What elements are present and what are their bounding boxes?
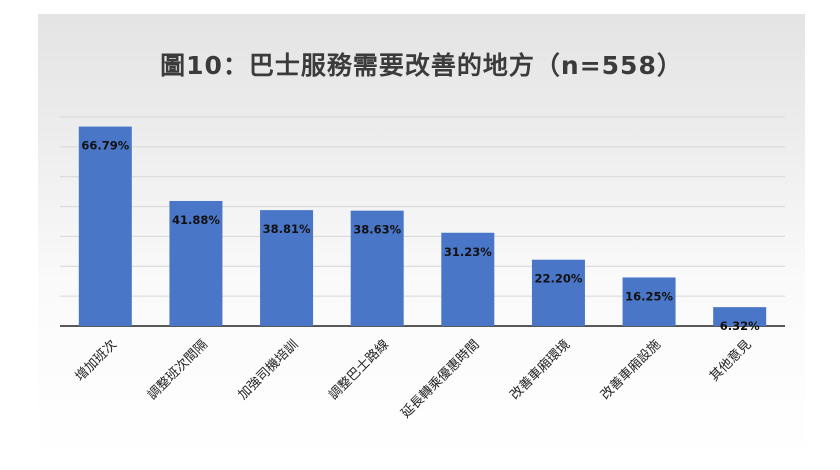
bar: [713, 307, 767, 326]
category-label: 改善車廂環境: [507, 337, 573, 403]
bar: [622, 277, 676, 326]
category-label: 延長轉乘優惠時間: [398, 337, 482, 421]
category-label: 調整巴士路線: [326, 337, 392, 403]
category-label: 調整班次間隔: [144, 337, 210, 403]
bar-value-label: 66.79%: [81, 139, 129, 153]
bar: [350, 210, 404, 326]
bar-value-label: 38.81%: [263, 222, 311, 236]
bar: [260, 210, 314, 326]
category-label: 改善車廂設施: [597, 337, 663, 403]
bar-value-label: 41.88%: [172, 213, 220, 227]
category-label: 加強司機培訓: [235, 337, 301, 403]
chart-title: 圖10：巴士服務需要改善的地方（n=558）: [160, 51, 683, 80]
bar: [169, 200, 223, 326]
chart-panel: 圖10：巴士服務需要改善的地方（n=558） 66.79% 41.88% 38.81…: [38, 14, 805, 462]
bar: [78, 126, 132, 327]
category-label: 增加班次: [72, 337, 120, 385]
bar-chart: 66.79% 41.88% 38.81% 38.63% 31.23% 22.20% 16.2…: [60, 116, 785, 421]
bar-value-label: 38.63%: [353, 223, 401, 237]
bar: [441, 232, 495, 326]
bar-value-label: 31.23%: [444, 245, 492, 259]
category-label: 其他意見: [706, 337, 754, 385]
bar-value-label: 22.20%: [534, 272, 582, 286]
bar: [531, 259, 585, 326]
bar-value-label: 6.32%: [720, 319, 760, 333]
bar-value-label: 16.25%: [625, 289, 673, 303]
